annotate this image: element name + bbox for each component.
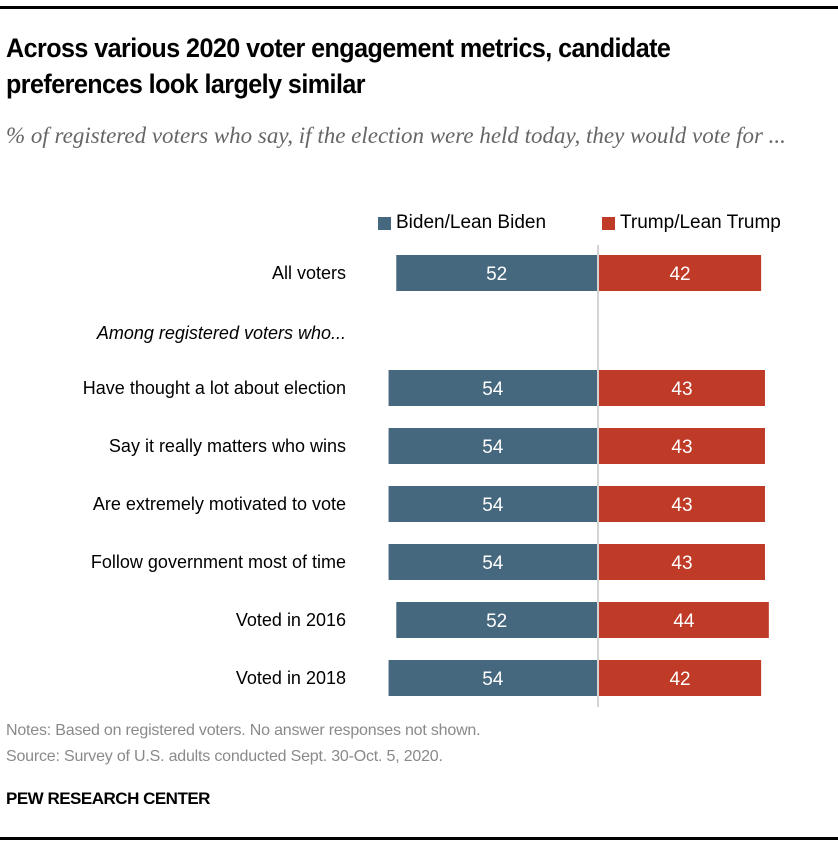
top-rule: [0, 6, 838, 9]
category-label: Voted in 2018: [235, 668, 346, 688]
section-label: Among registered voters who...: [96, 323, 346, 343]
bar-biden: [388, 544, 597, 580]
data-label-trump: 43: [671, 495, 692, 516]
data-label-biden: 54: [482, 669, 504, 690]
data-label-biden: 54: [482, 379, 504, 400]
category-label: Are extremely motivated to vote: [92, 494, 346, 514]
bottom-rule: [0, 837, 838, 840]
legend-item-trump: Trump/Lean Trump: [602, 212, 781, 234]
data-label-biden: 52: [486, 264, 507, 285]
legend-swatch-biden: [378, 216, 391, 230]
data-label-trump: 42: [669, 669, 690, 690]
data-label-trump: 43: [671, 379, 692, 400]
bar-biden: [388, 660, 597, 696]
bar-trump: [599, 486, 765, 522]
data-label-trump: 43: [671, 437, 692, 458]
notes-text: Notes: Based on registered voters. No an…: [6, 722, 481, 739]
category-label: Have thought a lot about election: [82, 378, 346, 398]
data-label-biden: 54: [482, 437, 504, 458]
chart-title: Across various 2020 voter engagement met…: [6, 33, 671, 99]
legend-item-biden: Biden/Lean Biden: [378, 212, 546, 234]
legend-label-biden: Biden/Lean Biden: [396, 212, 547, 233]
data-label-trump: 43: [671, 553, 692, 574]
legend-label-trump: Trump/Lean Trump: [620, 212, 781, 233]
data-label-trump: 44: [673, 611, 695, 632]
bar-trump: [599, 544, 765, 580]
category-label: Say it really matters who wins: [108, 436, 346, 456]
category-label: Voted in 2016: [235, 610, 346, 630]
category-label: Follow government most of time: [90, 552, 346, 572]
brand-label: PEW RESEARCH CENTER: [6, 789, 210, 808]
data-label-trump: 42: [669, 264, 690, 285]
bar-biden: [388, 486, 597, 522]
data-label-biden: 54: [482, 553, 504, 574]
data-label-biden: 54: [482, 495, 504, 516]
category-label: All voters: [271, 263, 346, 283]
data-label-biden: 52: [486, 611, 507, 632]
legend-swatch-trump: [602, 216, 615, 230]
chart-subtitle: % of registered voters who say, if the e…: [6, 123, 786, 148]
bar-biden: [396, 602, 597, 638]
source-text: Source: Survey of U.S. adults conducted …: [6, 748, 443, 765]
bar-trump: [599, 602, 769, 638]
bar-biden: [388, 370, 597, 406]
bar-biden: [388, 428, 597, 464]
bar-trump: [599, 255, 762, 291]
bar-biden: [396, 255, 597, 291]
bar-trump: [599, 660, 762, 696]
bar-trump: [599, 370, 765, 406]
bar-trump: [599, 428, 765, 464]
